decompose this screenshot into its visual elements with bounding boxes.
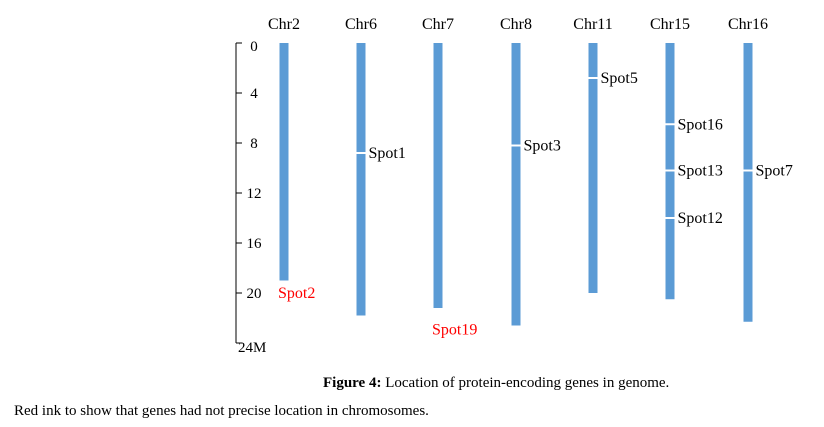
chromosome-chr8: Chr8 Spot3: [500, 16, 561, 326]
chromosome-label: Chr11: [573, 16, 612, 33]
y-tick-label: 0: [250, 39, 258, 55]
chromosome-label: Chr15: [650, 16, 690, 33]
chromosome-bar: [356, 43, 366, 316]
chromosome-bar: [433, 43, 443, 308]
chromosome-label: Chr8: [500, 16, 532, 33]
figure-caption: Figure 4: Location of protein-encoding g…: [323, 375, 669, 392]
chromosome-bar: [511, 43, 521, 326]
y-tick-label: 4: [250, 86, 258, 102]
y-tick-label: 24M: [238, 340, 266, 356]
spot-label: Spot13: [678, 163, 723, 180]
chromosome-bar: [743, 43, 753, 322]
spot-label: Spot16: [678, 116, 723, 133]
spot-label-imprecise: Spot19: [432, 321, 477, 338]
y-axis: 0 4 8 12 16 20 24M: [235, 39, 266, 356]
chromosome-label: Chr7: [422, 16, 454, 33]
chromosome-label: Chr16: [728, 16, 768, 33]
spot-label-imprecise: Spot2: [278, 285, 315, 302]
chromosome-map-chart: 0 4 8 12 16 20 24M Chr2 Spot2 Chr6 Spot1 Chr7 Spot1…: [235, 16, 793, 356]
chromosome-label: Chr6: [345, 16, 377, 33]
chromosome-chr11: Chr11 Spot5: [573, 16, 638, 293]
y-tick-label: 16: [247, 236, 263, 252]
chromosome-chr6: Chr6 Spot1: [345, 16, 406, 316]
chromosome-bar: [588, 43, 598, 293]
figure-label: Figure 4:: [323, 375, 382, 391]
chromosome-bar: [279, 43, 289, 281]
figure-text: Location of protein-encoding genes in ge…: [381, 375, 670, 391]
chromosome-chr16: Chr16 Spot7: [728, 16, 793, 322]
y-tick-label: 12: [247, 186, 262, 202]
chromosome-chr2: Chr2 Spot2: [268, 16, 315, 302]
chromosomes: Chr2Spot2Chr6Spot1Chr7Spot19Chr8Spot3Chr…: [268, 16, 793, 338]
spot-label: Spot12: [678, 210, 723, 227]
y-tick-label: 20: [247, 286, 262, 302]
spot-label: Spot1: [369, 145, 406, 162]
spot-label: Spot7: [756, 163, 793, 180]
chromosome-label: Chr2: [268, 16, 300, 33]
y-tick-label: 8: [250, 136, 258, 152]
chromosome-chr7: Chr7 Spot19: [422, 16, 477, 338]
figure-note: Red ink to show that genes had not preci…: [14, 403, 429, 419]
spot-label: Spot5: [601, 70, 638, 87]
chromosome-chr15: Chr15 Spot16 Spot13 Spot12: [650, 16, 723, 300]
spot-label: Spot3: [524, 138, 561, 155]
